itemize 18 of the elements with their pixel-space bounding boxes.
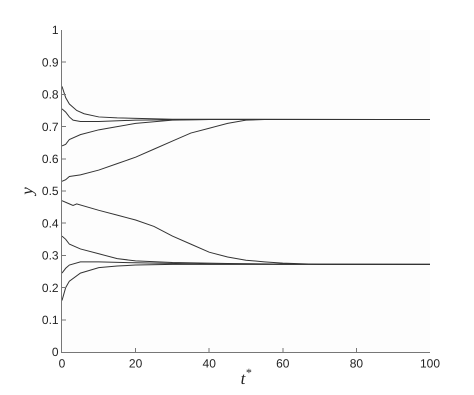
y-tick-label: 0.1	[42, 313, 59, 327]
y-tick-label: 0.5	[42, 184, 59, 198]
y-tick-label: 0.6	[42, 152, 59, 166]
y-axis-title: y	[17, 186, 36, 197]
y-tick-label: 0.9	[42, 55, 59, 70]
x-tick-label: 100	[420, 356, 440, 370]
x-tick-label: 80	[350, 356, 364, 370]
y-tick-label: 0.7	[42, 120, 59, 134]
y-tick-label: 0	[52, 345, 59, 360]
y-tick-label: 0.3	[42, 248, 59, 263]
x-tick-label: 40	[202, 356, 216, 370]
y-tick-label: 0.2	[42, 280, 59, 295]
y-tick-label: 0.4	[42, 216, 59, 230]
y-tick-label: 0.8	[42, 88, 59, 102]
x-tick-label: 20	[128, 356, 143, 370]
x-axis-title: t$^{*}$	[240, 366, 252, 388]
y-tick-label: 1	[52, 23, 59, 38]
x-tick-label: 60	[276, 356, 290, 370]
